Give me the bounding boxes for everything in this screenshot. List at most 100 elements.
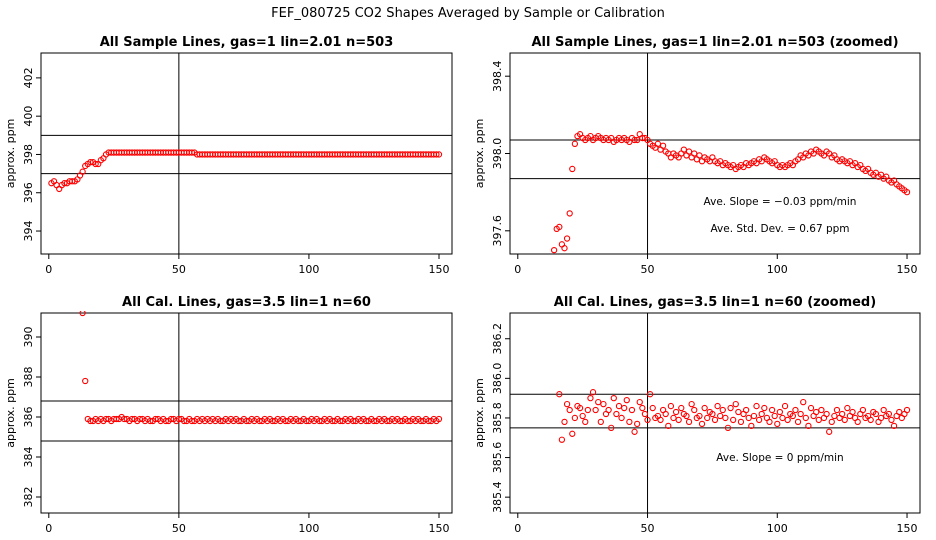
data-point: [69, 178, 76, 185]
data-point: [794, 418, 802, 426]
data-point: [634, 136, 641, 144]
data-point: [867, 416, 874, 424]
data-point: [571, 414, 579, 422]
data-point: [665, 422, 672, 430]
data-point: [789, 412, 796, 420]
x-tick-label: 150: [428, 522, 449, 535]
y-tick-label: 386.0: [491, 363, 504, 395]
data-point: [634, 420, 641, 428]
data-point: [670, 414, 677, 422]
data-point: [610, 394, 617, 402]
data-point: [672, 408, 680, 416]
data-point: [566, 210, 573, 217]
data-point: [750, 412, 758, 420]
plot-frame: [40, 312, 453, 514]
data-point: [563, 235, 571, 242]
data-point: [92, 160, 99, 168]
data-point: [717, 412, 724, 420]
data-point: [805, 422, 812, 430]
data-point: [561, 418, 568, 426]
x-tick-label: 50: [172, 522, 186, 535]
x-tick-label: 0: [514, 522, 521, 535]
annotation-text: Ave. Slope = 0 ppm/min: [716, 452, 843, 464]
data-point: [696, 412, 703, 420]
data-point: [678, 404, 685, 412]
data-point: [608, 424, 615, 432]
y-tick-label: 385.6: [491, 442, 504, 474]
panel-cal-lines-zoomed: All Cal. Lines, gas=3.5 lin=1 n=60 (zoom…: [473, 295, 921, 535]
data-point: [217, 417, 224, 425]
y-axis-label: approx. ppm: [4, 119, 17, 189]
data-point: [584, 406, 591, 414]
data-point: [147, 417, 154, 425]
data-point: [303, 417, 310, 425]
data-point: [636, 398, 643, 406]
panel-title: All Cal. Lines, gas=3.5 lin=1 n=60 (zoom…: [554, 295, 876, 310]
data-points: [79, 311, 443, 425]
data-point: [350, 417, 357, 425]
data-point: [631, 428, 638, 435]
x-tick-label: 100: [767, 522, 788, 535]
data-point: [685, 418, 693, 426]
data-point: [784, 416, 791, 424]
data-point: [888, 416, 895, 424]
figure-title: FEF_080725 CO2 Shapes Averaged by Sample…: [271, 6, 665, 21]
y-axis-label: approx. ppm: [4, 378, 17, 448]
data-point: [623, 396, 630, 404]
data-point: [188, 417, 196, 425]
data-point: [903, 406, 911, 414]
data-point: [79, 168, 86, 175]
y-tick-label: 386: [22, 407, 35, 428]
y-axis-label: approx. ppm: [473, 378, 486, 448]
data-point: [188, 149, 196, 156]
data-point: [167, 415, 175, 423]
y-tick-label: 386.2: [491, 323, 504, 355]
data-point: [235, 417, 242, 425]
data-point: [613, 410, 620, 418]
data-point: [657, 416, 664, 424]
data-point: [698, 420, 706, 428]
data-point: [727, 404, 734, 412]
panel-title: All Sample Lines, gas=1 lin=2.01 n=503 (…: [531, 35, 898, 50]
y-tick-label: 384: [22, 447, 35, 468]
data-point: [896, 408, 903, 416]
data-point: [571, 140, 579, 147]
data-point: [768, 406, 776, 414]
data-point: [688, 400, 695, 408]
plot-frame: [40, 52, 453, 255]
data-point: [383, 417, 391, 425]
data-point: [295, 417, 302, 425]
data-point: [701, 404, 708, 412]
data-point: [336, 417, 344, 425]
data-point: [569, 165, 576, 173]
x-tick-label: 0: [514, 263, 521, 276]
data-point: [587, 394, 594, 402]
data-point: [885, 410, 893, 418]
data-point: [659, 142, 667, 149]
data-point: [563, 400, 571, 408]
x-tick-label: 0: [45, 263, 52, 276]
data-point: [719, 406, 726, 414]
annotation-text: Ave. Std. Dev. = 0.67 ppm: [710, 223, 849, 235]
panel-title: All Cal. Lines, gas=3.5 lin=1 n=60: [122, 295, 371, 310]
data-point: [641, 410, 649, 418]
data-point: [680, 146, 688, 153]
x-tick-label: 150: [897, 263, 918, 276]
y-tick-label: 396: [22, 182, 35, 203]
data-point: [87, 417, 94, 425]
x-tick-label: 50: [641, 263, 655, 276]
x-tick-label: 50: [641, 522, 655, 535]
data-point: [828, 418, 835, 426]
data-point: [779, 414, 786, 422]
data-point: [854, 418, 861, 426]
panel-sample-lines-zoomed: All Sample Lines, gas=1 lin=2.01 n=503 (…: [473, 35, 921, 276]
data-point: [121, 415, 128, 423]
data-point: [771, 412, 778, 420]
data-point: [639, 134, 646, 142]
data-point: [859, 406, 867, 414]
data-point: [683, 412, 690, 420]
data-point: [644, 416, 651, 424]
y-tick-label: 394: [22, 221, 35, 242]
data-point: [815, 416, 822, 424]
x-tick-label: 100: [298, 522, 319, 535]
